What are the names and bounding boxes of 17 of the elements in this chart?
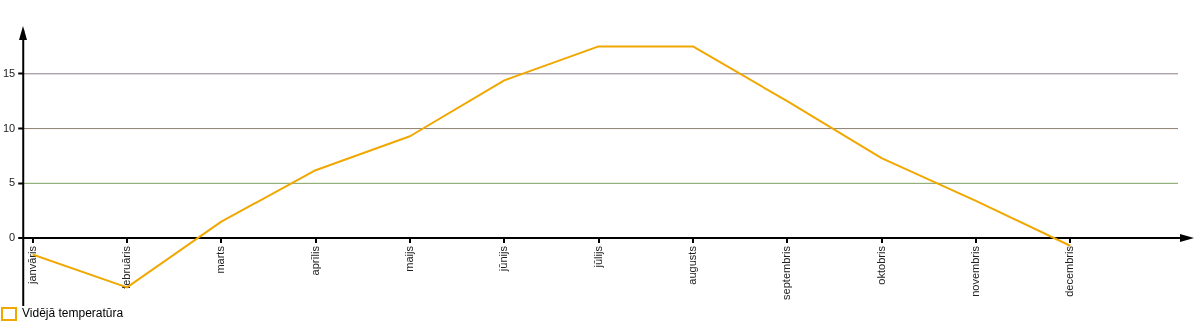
- x-tick-label: augusts: [685, 245, 698, 285]
- x-tick-label: februāris: [120, 245, 133, 289]
- x-tick-label: jūlijs: [591, 245, 604, 269]
- y-tick-label: 10: [2, 121, 16, 134]
- x-tick-label: novembris: [968, 245, 981, 297]
- x-tick-label: aprīlis: [308, 245, 321, 276]
- x-tick-label: marts: [214, 245, 227, 274]
- x-tick-label: jūnijs: [497, 245, 510, 273]
- x-tick-label: decembris: [1063, 245, 1076, 297]
- x-tick-label: janvāris: [25, 245, 38, 285]
- y-tick-label: 0: [9, 231, 16, 244]
- x-tick-label: maijs: [402, 245, 415, 272]
- x-tick-label: oktobris: [874, 245, 887, 285]
- x-tick-label: septembris: [780, 245, 793, 300]
- y-tick-label: 5: [9, 176, 16, 189]
- y-tick-label: 15: [2, 66, 16, 79]
- legend-label: Vidējā temperatūra: [22, 306, 124, 321]
